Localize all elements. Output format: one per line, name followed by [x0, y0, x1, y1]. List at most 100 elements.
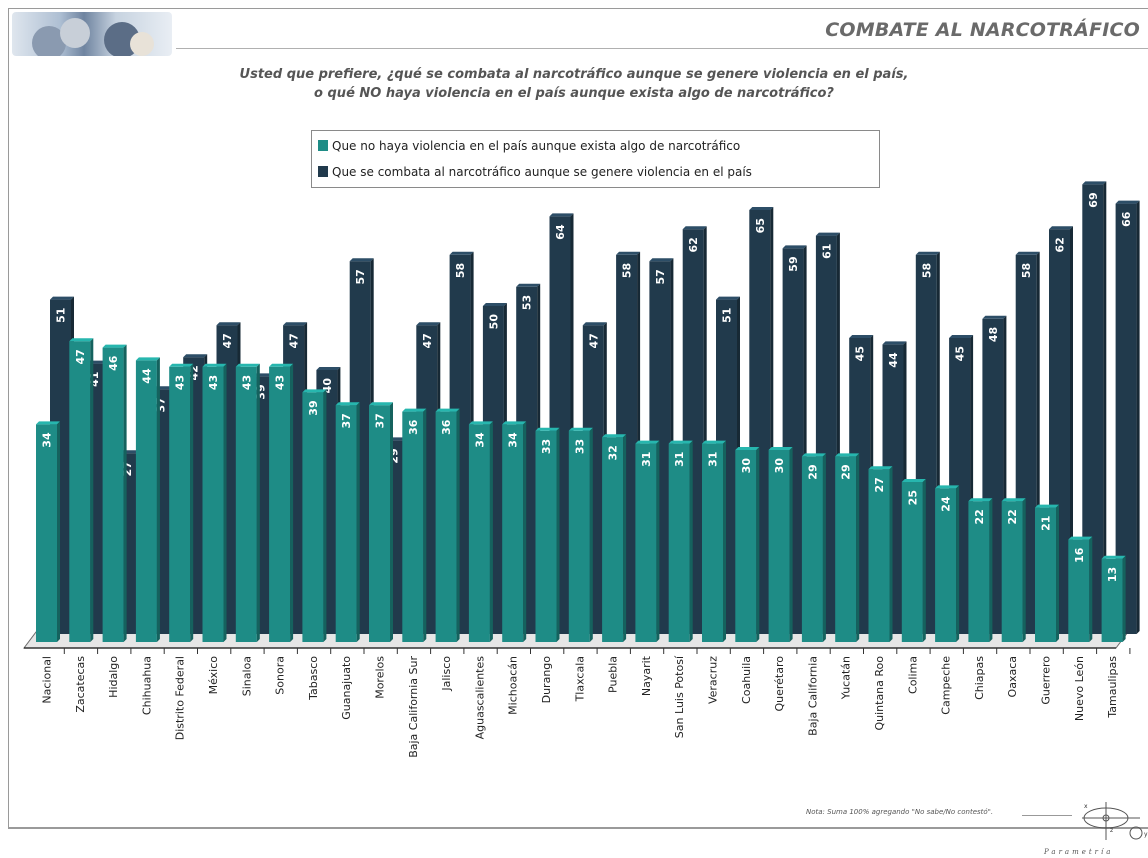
question-line-2: o qué NO haya violencia en el país aunqu…	[314, 86, 834, 101]
bar-no-violencia	[635, 443, 657, 642]
bar-no-violencia-side	[1022, 498, 1026, 642]
x-tick-label: Sonora	[274, 656, 287, 695]
bar-combate-top	[782, 245, 807, 249]
bar-no-violencia-top	[535, 427, 560, 431]
data-label-no-violencia: 21	[1040, 516, 1053, 531]
x-tick-label: Quintana Roo	[873, 656, 886, 731]
bar-no-violencia-side	[57, 421, 60, 642]
x-tick-label: Nayarit	[640, 655, 653, 696]
x-tick-label: Morelos	[374, 656, 387, 699]
bar-no-violencia	[935, 488, 957, 642]
bar-combate-top	[482, 303, 507, 306]
bar-no-violencia-top	[1101, 555, 1126, 559]
bar-no-violencia-side	[423, 408, 427, 642]
bar-no-violencia	[801, 456, 823, 642]
data-label-no-violencia: 39	[307, 400, 320, 415]
bar-combate-top	[982, 315, 1007, 319]
bar-no-violencia	[568, 430, 590, 642]
bar-no-violencia-side	[1056, 504, 1059, 642]
bar-no-violencia-top	[169, 363, 194, 367]
bar-no-violencia-top	[868, 466, 893, 470]
bar-no-violencia-side	[390, 402, 393, 642]
bar-no-violencia-top	[36, 421, 60, 425]
data-label-no-violencia: 37	[374, 413, 387, 428]
footnote-rule	[1022, 815, 1072, 816]
bar-no-violencia-side	[556, 427, 560, 642]
bar-combate-side	[1103, 181, 1107, 634]
footnote: Nota: Suma 100% agregando "No sabe/No co…	[806, 808, 994, 816]
data-label-no-violencia: 31	[640, 452, 653, 467]
bar-combate-top	[283, 322, 308, 326]
x-tick-label: Jalisco	[440, 656, 453, 692]
bar-no-violencia	[1035, 507, 1056, 642]
data-label-combate: 58	[920, 263, 933, 278]
bar-no-violencia-side	[190, 363, 194, 642]
bar-no-violencia-top	[202, 363, 227, 367]
bar-combate-top	[682, 226, 707, 230]
bar-no-violencia	[835, 456, 857, 642]
bar-no-violencia-side	[356, 402, 360, 642]
bar-no-violencia	[369, 405, 390, 642]
data-label-combate: 57	[654, 269, 667, 284]
bar-no-violencia-side	[756, 447, 760, 642]
bar-no-violencia	[1068, 539, 1090, 642]
data-label-no-violencia: 29	[840, 464, 853, 479]
bar-no-violencia-top	[302, 389, 327, 393]
data-label-no-violencia: 31	[673, 452, 686, 467]
x-tick-label: Durango	[540, 656, 553, 704]
bar-no-violencia	[302, 392, 324, 642]
bar-no-violencia-top	[901, 479, 926, 482]
bar-no-violencia-top	[602, 434, 627, 438]
question-line-1: Usted que prefiere, ¿qué se combata al n…	[239, 67, 909, 82]
x-tick-label: Aguascalientes	[473, 656, 486, 740]
bar-combate-top	[183, 354, 208, 358]
data-label-combate: 62	[1054, 237, 1067, 252]
data-label-no-violencia: 22	[973, 509, 986, 524]
bar-combate-top	[915, 251, 940, 255]
data-label-combate: 62	[687, 237, 700, 252]
bar-no-violencia-top	[69, 338, 94, 342]
data-label-combate: 58	[454, 263, 467, 278]
bar-no-violencia-side	[723, 440, 726, 642]
bar-combate-top	[582, 322, 607, 326]
data-label-combate: 45	[954, 346, 967, 361]
x-tick-label: Chihuahua	[140, 656, 153, 715]
x-tick-label: Nacional	[41, 656, 54, 704]
x-tick-label: Nuevo León	[1073, 656, 1086, 721]
data-label-no-violencia: 43	[240, 375, 253, 390]
bar-no-violencia	[402, 411, 424, 642]
data-label-combate: 47	[587, 333, 600, 348]
x-tick-label: Campeche	[940, 656, 953, 715]
bar-no-violencia	[69, 341, 91, 642]
x-tick-label: Coahuila	[740, 656, 753, 704]
legend-label: Que no haya violencia en el país aunque …	[332, 139, 741, 153]
bar-no-violencia-top	[1068, 536, 1093, 540]
bar-no-violencia-top	[568, 427, 593, 431]
bar-no-violencia-side	[456, 408, 460, 642]
x-tick-label: Michoacán	[507, 656, 520, 715]
bar-no-violencia-side	[789, 447, 793, 642]
bar-combate-top	[882, 341, 907, 345]
bar-no-violencia	[602, 437, 624, 642]
bar-combate-side	[1136, 200, 1140, 634]
bar-no-violencia-top	[502, 421, 527, 425]
data-label-no-violencia: 34	[473, 432, 486, 448]
data-label-combate: 51	[721, 308, 734, 323]
data-label-no-violencia: 47	[74, 349, 87, 364]
bar-combate-top	[1049, 226, 1073, 230]
data-label-combate: 58	[621, 263, 634, 278]
bar-combate	[1082, 184, 1104, 634]
bar-no-violencia-side	[290, 363, 294, 642]
header-photo-banner	[12, 12, 172, 56]
data-label-combate: 44	[887, 352, 900, 368]
bar-no-violencia-top	[1001, 498, 1026, 502]
data-label-combate: 66	[1120, 211, 1133, 227]
bar-no-violencia	[1101, 558, 1123, 642]
bar-combate-top	[216, 322, 241, 326]
x-tick-label: Distrito Federal	[174, 656, 187, 740]
bar-no-violencia-top	[835, 453, 860, 457]
bar-combate-top	[416, 322, 441, 326]
data-label-combate: 59	[787, 256, 800, 271]
data-label-combate: 53	[521, 295, 534, 310]
